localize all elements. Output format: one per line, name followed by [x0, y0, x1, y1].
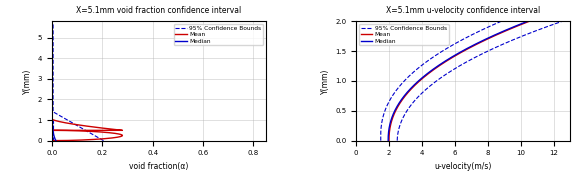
95% Confidence Bounds	[430, 82, 437, 84]
Mean	[385, 140, 392, 142]
Mean	[430, 69, 437, 71]
95% Confidence Bounds	[550, 23, 557, 25]
95% Confidence Bounds	[429, 83, 436, 85]
Line: Mean: Mean	[389, 21, 529, 141]
Mean	[70, 123, 77, 125]
Mean	[414, 82, 420, 84]
Median	[429, 69, 436, 71]
Median	[420, 75, 427, 77]
Line: Median: Median	[388, 21, 528, 141]
Y-axis label: Y(mm): Y(mm)	[320, 68, 329, 94]
Median	[48, 46, 55, 48]
Title: X=5.1mm u-velocity confidence interval: X=5.1mm u-velocity confidence interval	[386, 6, 540, 15]
95% Confidence Bounds	[70, 122, 77, 124]
X-axis label: void fraction(α): void fraction(α)	[129, 162, 188, 171]
Median	[524, 20, 531, 22]
Median	[385, 140, 392, 142]
Median	[48, 59, 55, 61]
Median	[48, 88, 55, 90]
95% Confidence Bounds	[63, 118, 70, 120]
Mean	[413, 83, 420, 85]
95% Confidence Bounds	[502, 42, 509, 44]
95% Confidence Bounds	[450, 69, 457, 71]
95% Confidence Bounds	[70, 122, 77, 125]
Mean	[525, 20, 532, 22]
Mean	[422, 75, 429, 77]
Median	[48, 22, 55, 25]
95% Confidence Bounds	[440, 75, 447, 77]
95% Confidence Bounds	[50, 103, 56, 105]
Legend: 95% Confidence Bounds, Mean, Median: 95% Confidence Bounds, Mean, Median	[173, 24, 263, 45]
Line: 95% Confidence Bounds: 95% Confidence Bounds	[397, 21, 562, 141]
Median	[517, 23, 524, 25]
Mean	[87, 130, 94, 132]
Median	[475, 42, 482, 44]
Median	[48, 48, 55, 50]
95% Confidence Bounds	[100, 140, 107, 142]
95% Confidence Bounds	[394, 140, 401, 142]
Y-axis label: Y(mm): Y(mm)	[23, 68, 32, 94]
Median	[52, 140, 59, 142]
95% Confidence Bounds	[50, 33, 56, 35]
X-axis label: u-velocity(m/s): u-velocity(m/s)	[434, 162, 492, 171]
Median	[50, 128, 56, 130]
Mean	[102, 131, 109, 134]
Line: Mean: Mean	[52, 119, 123, 141]
Mean	[518, 23, 525, 25]
Line: Median: Median	[52, 23, 56, 141]
Median	[412, 83, 419, 85]
95% Confidence Bounds	[559, 20, 566, 22]
Median	[48, 92, 55, 94]
Title: X=5.1mm void fraction confidence interval: X=5.1mm void fraction confidence interva…	[77, 6, 241, 15]
Mean	[50, 119, 56, 121]
Mean	[48, 118, 55, 120]
Mean	[476, 42, 483, 44]
95% Confidence Bounds	[50, 22, 56, 25]
Mean	[103, 131, 110, 134]
Legend: 95% Confidence Bounds, Mean, Median: 95% Confidence Bounds, Mean, Median	[359, 24, 449, 45]
Mean	[48, 140, 55, 142]
Mean	[59, 129, 66, 132]
Median	[412, 82, 419, 84]
Line: 95% Confidence Bounds: 95% Confidence Bounds	[53, 23, 104, 141]
95% Confidence Bounds	[66, 120, 73, 122]
